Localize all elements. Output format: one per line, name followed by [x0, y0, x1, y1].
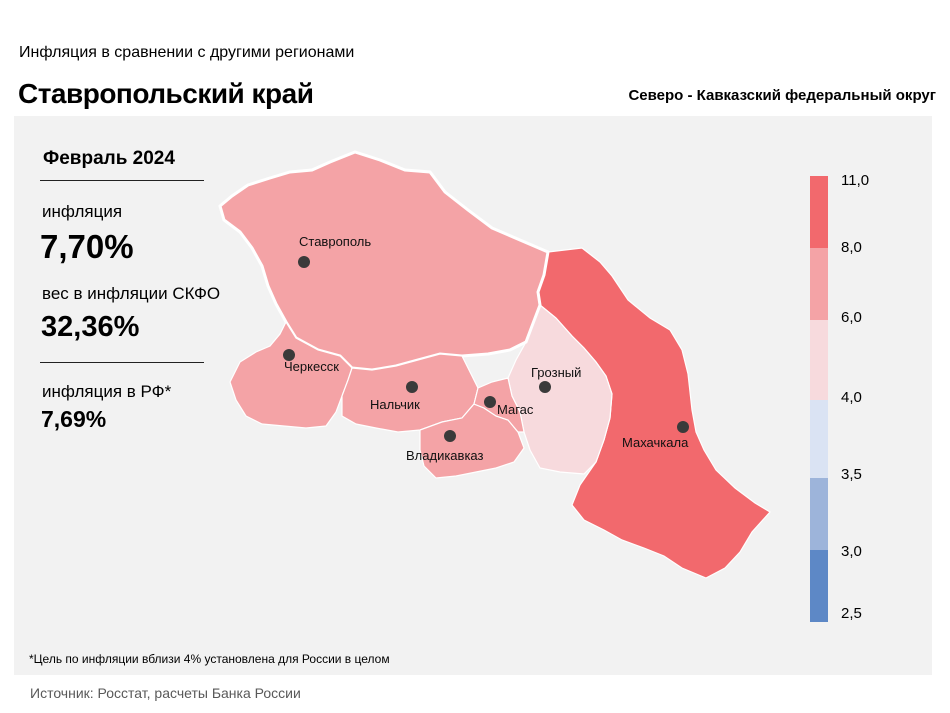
legend-swatch — [810, 320, 828, 400]
city-cherkessk: Черкесск — [283, 349, 339, 374]
footnote: *Цель по инфляции вблизи 4% установлена … — [29, 652, 390, 666]
legend-tick: 3,5 — [841, 466, 862, 483]
legend-swatch — [810, 478, 828, 550]
legend-swatch — [810, 176, 828, 248]
source-note: Источник: Росстат, расчеты Банка России — [30, 685, 301, 701]
legend-tick: 2,5 — [841, 605, 862, 622]
legend-tick: 3,0 — [841, 543, 862, 560]
city-dot — [444, 430, 456, 442]
city-dot — [283, 349, 295, 361]
city-label: Ставрополь — [299, 234, 371, 249]
period-label: Февраль 2024 — [43, 148, 175, 169]
city-dot — [539, 381, 551, 393]
city-nalchik: Нальчик — [370, 381, 420, 412]
subtitle: Инфляция в сравнении с другими регионами — [19, 44, 355, 61]
weight-value: 32,36% — [41, 311, 140, 343]
city-stavropol: Ставрополь — [298, 234, 371, 268]
legend-swatch — [810, 248, 828, 320]
region-karachay-cherkessia — [229, 320, 353, 429]
divider — [40, 362, 204, 363]
legend-swatch — [810, 400, 828, 478]
city-label: Владикавказ — [406, 448, 484, 463]
city-dot — [298, 256, 310, 268]
city-makhachkala: Махачкала — [622, 421, 689, 450]
city-dot — [406, 381, 418, 393]
district-name: Северо - Кавказский федеральный округ — [628, 87, 936, 104]
rf-inflation-value: 7,69% — [41, 406, 107, 432]
page-title: Ставропольский край — [18, 78, 314, 109]
region-ingushetia — [473, 377, 525, 433]
city-label: Черкесск — [284, 359, 339, 374]
city-label: Нальчик — [370, 397, 420, 412]
inflation-value: 7,70% — [40, 228, 134, 265]
city-vladikavkaz: Владикавказ — [406, 430, 484, 463]
legend-tick: 4,0 — [841, 389, 862, 406]
legend-swatch — [810, 550, 828, 622]
city-label: Грозный — [531, 365, 581, 380]
legend-tick: 6,0 — [841, 309, 862, 326]
legend-tick: 11,0 — [841, 172, 870, 189]
divider — [40, 180, 204, 181]
city-dot — [484, 396, 496, 408]
city-grozny: Грозный — [531, 365, 581, 393]
inflation-label: инфляция — [42, 202, 123, 221]
city-dot — [677, 421, 689, 433]
city-label: Махачкала — [622, 435, 689, 450]
legend-tick: 8,0 — [841, 239, 862, 256]
region-stavropol — [218, 150, 550, 372]
city-label: Магас — [497, 402, 534, 417]
city-magas: Магас — [484, 396, 534, 417]
rf-inflation-label: инфляция в РФ* — [42, 382, 172, 401]
weight-label: вес в инфляции СКФО — [42, 284, 221, 303]
region-chechnya — [507, 304, 613, 475]
